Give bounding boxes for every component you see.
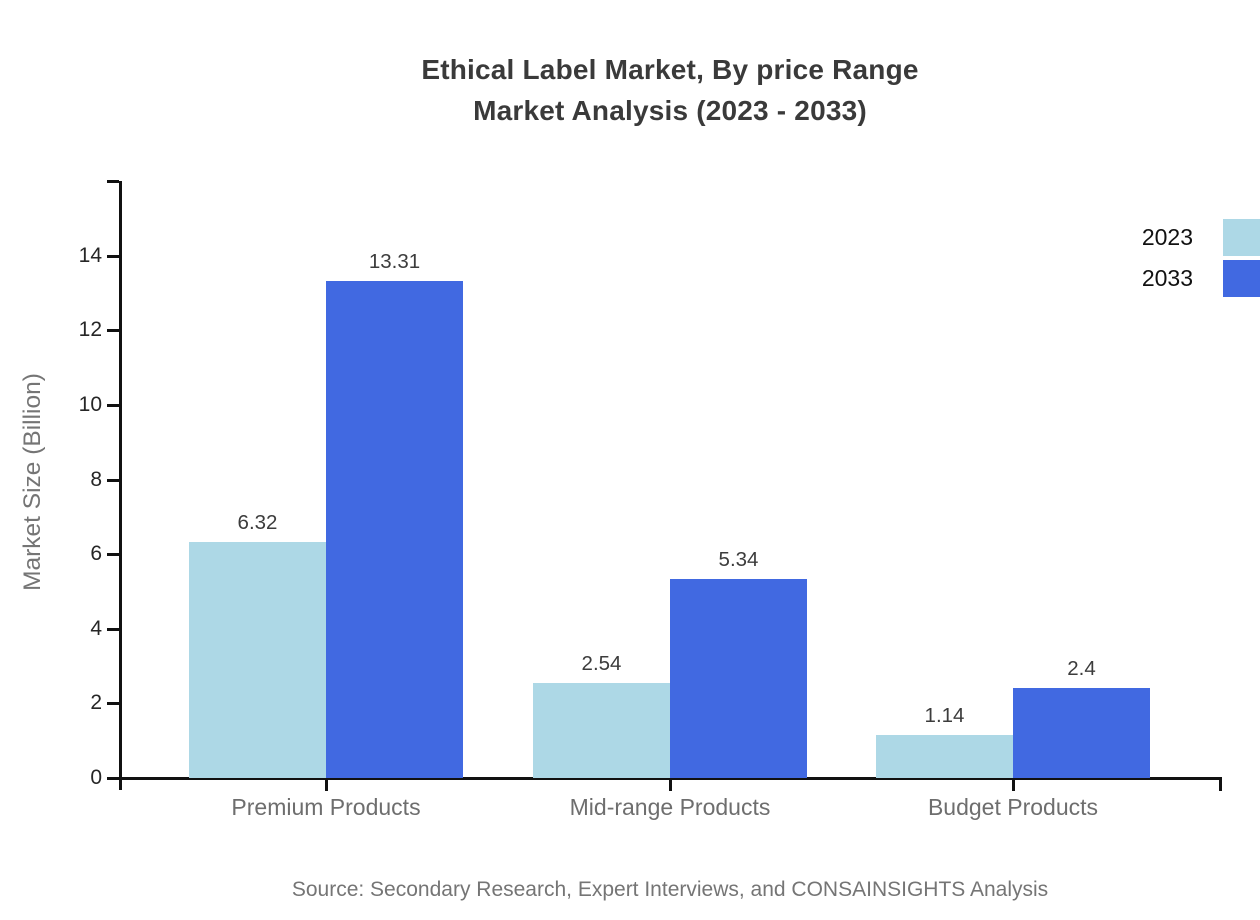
chart-title-line-1: Ethical Label Market, By price Range [421, 54, 919, 85]
y-tick-mark [107, 478, 119, 482]
bar-2033-mid-range-products [670, 578, 807, 778]
y-tick-label: 0 [90, 766, 102, 789]
y-tick-mark [107, 553, 119, 557]
y-tick-label: 12 [78, 318, 102, 342]
value-label-2033-premium-products: 13.31 [368, 250, 421, 274]
legend-label-2023: 2023 [1141, 224, 1193, 250]
bar-2023-premium-products [189, 542, 326, 778]
bar-2023-budget-products [876, 735, 1013, 778]
value-label-2023-premium-products: 6.32 [237, 511, 278, 535]
bar-2033-budget-products [1013, 688, 1150, 778]
category-label-mid-range-products: Mid-range Products [569, 794, 771, 820]
legend-swatch-2033 [1223, 260, 1260, 297]
x-tick-mark [669, 778, 672, 791]
y-tick-mark [107, 702, 119, 706]
bar-2023-mid-range-products [533, 683, 670, 778]
value-label-2033-mid-range-products: 5.34 [718, 547, 759, 571]
category-label-budget-products: Budget Products [927, 794, 1099, 820]
y-tick-mark [107, 329, 119, 333]
y-tick-mark [107, 403, 119, 407]
value-label-2023-mid-range-products: 2.54 [581, 652, 622, 676]
y-tick-mark [107, 254, 119, 258]
value-label-2033-budget-products: 2.4 [1067, 657, 1096, 681]
y-tick-mark [107, 777, 119, 780]
y-tick-label: 10 [78, 392, 102, 416]
value-label-2023-budget-products: 1.14 [924, 704, 965, 728]
y-tick-mark [107, 627, 119, 631]
source-attribution: Source: Secondary Research, Expert Inter… [291, 878, 1049, 901]
legend-swatch-2023 [1223, 219, 1260, 256]
y-tick-label: 6 [90, 542, 102, 566]
y-tick-label: 4 [90, 616, 102, 640]
x-tick-mark [325, 778, 328, 791]
y-tick-label: 8 [90, 467, 102, 491]
legend-label-2033: 2033 [1141, 265, 1193, 291]
x-axis-endcap-tick [1219, 778, 1222, 791]
x-tick-mark [1012, 778, 1015, 791]
y-tick-label: 2 [90, 691, 102, 715]
category-label-premium-products: Premium Products [231, 794, 421, 820]
y-tick-label: 14 [78, 243, 102, 267]
bar-2033-premium-products [326, 281, 463, 778]
y-axis-endcap-tick [107, 180, 119, 183]
chart-title-line-2: Market Analysis (2023 - 2033) [473, 95, 867, 126]
y-axis-line [119, 181, 122, 790]
